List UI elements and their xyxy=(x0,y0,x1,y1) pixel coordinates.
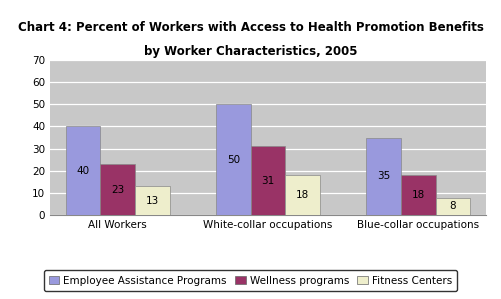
Text: 23: 23 xyxy=(111,185,124,195)
Bar xyxy=(66,126,100,215)
Bar xyxy=(100,164,135,215)
Bar xyxy=(285,175,320,215)
Bar xyxy=(401,175,435,215)
Text: 35: 35 xyxy=(377,171,390,181)
Text: 40: 40 xyxy=(77,166,90,176)
Bar xyxy=(216,104,250,215)
Text: by Worker Characteristics, 2005: by Worker Characteristics, 2005 xyxy=(144,45,357,58)
Bar xyxy=(366,138,401,215)
Text: 18: 18 xyxy=(412,190,425,200)
Bar xyxy=(135,186,169,215)
Text: 13: 13 xyxy=(146,196,159,206)
Text: 18: 18 xyxy=(296,190,309,200)
Text: 50: 50 xyxy=(227,155,240,165)
Text: 31: 31 xyxy=(262,176,275,186)
Text: Chart 4: Percent of Workers with Access to Health Promotion Benefits: Chart 4: Percent of Workers with Access … xyxy=(18,21,483,34)
Legend: Employee Assistance Programs, Wellness programs, Fitness Centers: Employee Assistance Programs, Wellness p… xyxy=(44,270,457,291)
Bar xyxy=(435,198,470,215)
Bar xyxy=(250,147,285,215)
Text: 8: 8 xyxy=(449,202,456,211)
